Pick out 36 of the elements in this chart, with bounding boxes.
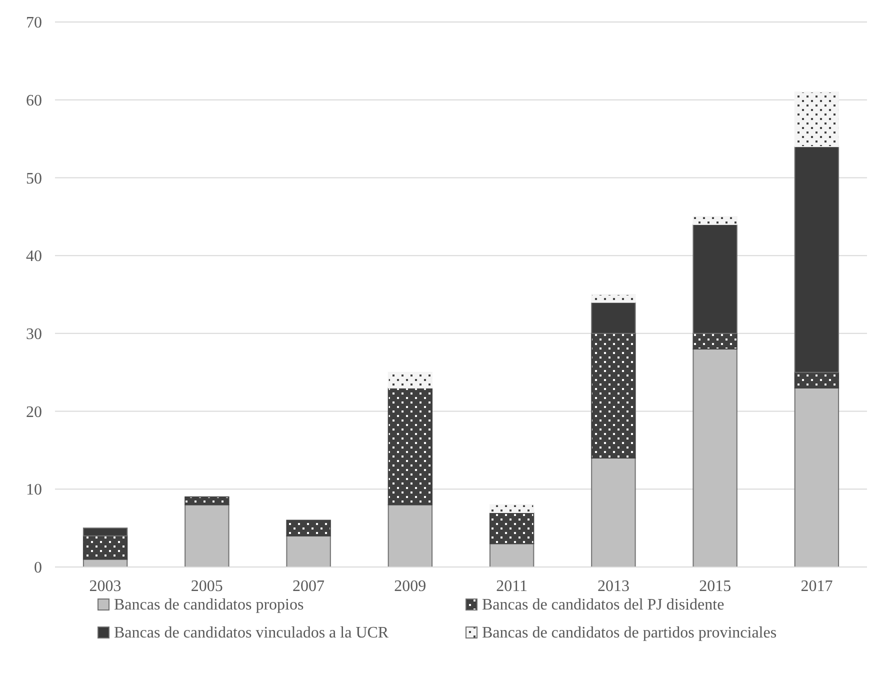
bar (286, 520, 331, 536)
bar (388, 387, 433, 506)
bar (794, 92, 840, 148)
y-tick-label: 50 (26, 170, 42, 188)
x-tick-label: 2011 (496, 578, 528, 595)
bar (489, 504, 534, 513)
y-tick-label: 60 (26, 92, 42, 110)
bar (591, 294, 636, 303)
bar (489, 543, 534, 568)
legend-label: Bancas de candidatos propios (114, 596, 304, 614)
bar (184, 496, 230, 506)
y-tick-label: 70 (26, 14, 42, 32)
x-tick-label: 2015 (699, 578, 732, 595)
y-tick-label: 20 (26, 404, 42, 421)
y-tick-label: 40 (26, 248, 42, 266)
x-tick-label: 2013 (597, 578, 630, 595)
bar (591, 458, 636, 568)
y-tick-label: 0 (34, 560, 42, 577)
bar (692, 348, 738, 568)
bar (692, 216, 738, 225)
x-tick-label: 2017 (800, 578, 833, 595)
bar (794, 387, 840, 568)
x-tick-label: 2009 (394, 578, 426, 595)
bar (286, 535, 331, 568)
bar (388, 372, 433, 388)
bar (184, 504, 230, 568)
y-tick-label: 30 (26, 326, 42, 344)
legend-label: Bancas de candidatos de partidos provinciales (482, 624, 777, 642)
legend-label: Bancas de candidatos vinculados a la UCR (114, 624, 389, 642)
bar (489, 512, 534, 544)
y-tick-label: 10 (26, 482, 42, 499)
x-tick-label: 2007 (292, 578, 325, 595)
legend-label: Bancas de candidatos del PJ disidente (482, 596, 724, 614)
bar (388, 504, 433, 568)
x-tick-label: 2005 (190, 578, 223, 595)
x-tick-label: 2003 (89, 578, 122, 595)
